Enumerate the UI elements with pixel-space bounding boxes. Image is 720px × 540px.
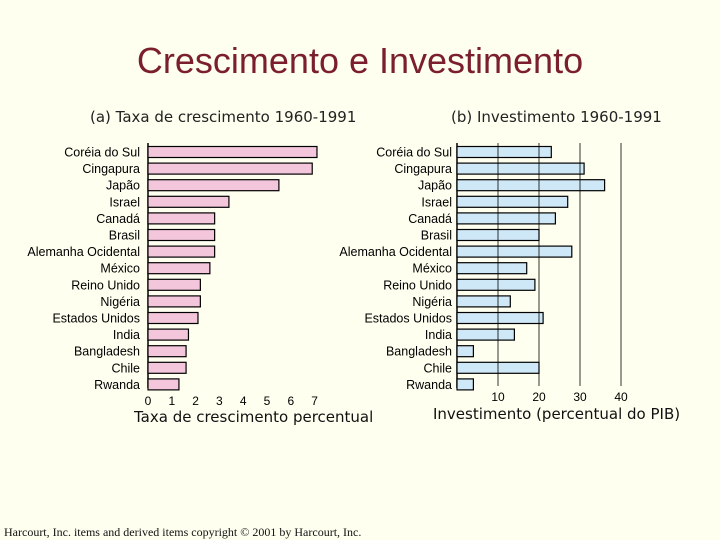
chart-b-tick-label: 20 — [532, 390, 546, 404]
chart-a-bar — [147, 378, 180, 391]
chart-a-category-label: Estados Unidos — [52, 312, 140, 326]
chart-a-category-label: India — [113, 328, 140, 342]
chart-b-bar — [456, 162, 585, 175]
chart-b-category-label: Chile — [424, 361, 453, 375]
chart-a-category-label: Brasil — [109, 229, 140, 243]
chart-a-bar — [147, 262, 211, 275]
chart-b-tick-label: 40 — [614, 390, 628, 404]
chart-b-category-label: Estados Unidos — [364, 312, 452, 326]
chart-a-bar — [147, 179, 280, 192]
chart-a-category-label: Reino Unido — [71, 278, 140, 292]
chart-a-tick-label: 6 — [287, 394, 294, 408]
chart-a-tick-label: 3 — [216, 394, 223, 408]
chart-a-category-label: Canadá — [96, 212, 140, 226]
chart-b-bar — [456, 345, 474, 358]
chart-a-category-label: México — [100, 262, 140, 276]
chart-b-bar — [456, 245, 573, 258]
chart-b-category-label: Reino Unido — [383, 278, 452, 292]
chart-b-bar — [456, 212, 557, 225]
chart-a-tick-label: 2 — [192, 394, 199, 408]
chart-a-bar — [147, 328, 190, 341]
chart-b-category-label: India — [425, 328, 452, 342]
chart-a-title: (a) Taxa de crescimento 1960-1991 — [90, 108, 357, 126]
chart-a-category-label: Bangladesh — [74, 345, 140, 359]
chart-b-bar — [456, 195, 569, 208]
chart-b-category-label: Nigéria — [412, 295, 452, 309]
chart-a-category-label: Chile — [112, 361, 141, 375]
page-title: Crescimento e Investimento — [136, 40, 584, 81]
chart-b-bar — [456, 378, 474, 391]
chart-b-bar — [456, 145, 552, 159]
chart-b-category-label: Coréia do Sul — [376, 146, 452, 160]
chart-a-bar — [147, 228, 216, 242]
chart-a-bar — [147, 295, 201, 308]
chart-b-category-label: Alemanha Ocidental — [339, 245, 452, 259]
chart-b-bar — [456, 278, 536, 291]
chart-b-tick-label: 30 — [573, 390, 587, 404]
chart-b-category-label: México — [412, 262, 452, 276]
chart-a-bar — [147, 245, 216, 258]
chart-a-category-label: Coréia do Sul — [64, 146, 140, 160]
chart-b-category-label: Brasil — [421, 229, 452, 243]
chart-b-title: (b) Investimento 1960-1991 — [451, 108, 662, 126]
chart-a-bar — [147, 345, 187, 358]
copyright-footer: Harcourt, Inc. items and derived items c… — [4, 525, 362, 539]
chart-a-bar — [147, 212, 216, 225]
chart-a-bar — [147, 162, 313, 175]
chart-b-xlabel: Investimento (percentual do PIB) — [433, 405, 681, 423]
chart-a-tick-label: 0 — [145, 394, 152, 408]
chart-a-bar — [147, 311, 199, 325]
chart-b-bar — [456, 262, 528, 275]
chart-a-bar — [147, 195, 230, 208]
chart-b-category-label: Canadá — [408, 212, 452, 226]
chart-a-tick-label: 4 — [240, 394, 247, 408]
chart-b-bar — [456, 311, 544, 325]
chart-a-tick-label: 5 — [264, 394, 271, 408]
chart-b-category-label: Bangladesh — [386, 345, 452, 359]
chart-b-bar — [456, 179, 606, 192]
chart-a-xlabel: Taxa de crescimento percentual — [134, 408, 374, 426]
chart-a-category-label: Israel — [109, 195, 140, 209]
chart-a-category-label: Japão — [106, 179, 140, 193]
chart-a-bar — [147, 278, 201, 291]
chart-b-category-label: Japão — [418, 179, 452, 193]
chart-b-category-label: Cingapura — [394, 162, 452, 176]
chart-a-bar — [147, 361, 187, 374]
chart-a-category-label: Rwanda — [94, 378, 140, 392]
chart-b-bar — [456, 328, 516, 341]
chart-a-tick-label: 7 — [311, 394, 318, 408]
chart-b-category-label: Israel — [421, 195, 452, 209]
chart-a-bar — [147, 145, 318, 159]
chart-a-category-label: Nigéria — [100, 295, 140, 309]
chart-b-bar — [456, 295, 511, 308]
chart-a-category-label: Alemanha Ocidental — [27, 245, 140, 259]
chart-a-tick-label: 1 — [168, 394, 175, 408]
chart-b-tick-label: 10 — [491, 390, 505, 404]
chart-a-category-label: Cingapura — [82, 162, 140, 176]
chart-b-category-label: Rwanda — [406, 378, 452, 392]
